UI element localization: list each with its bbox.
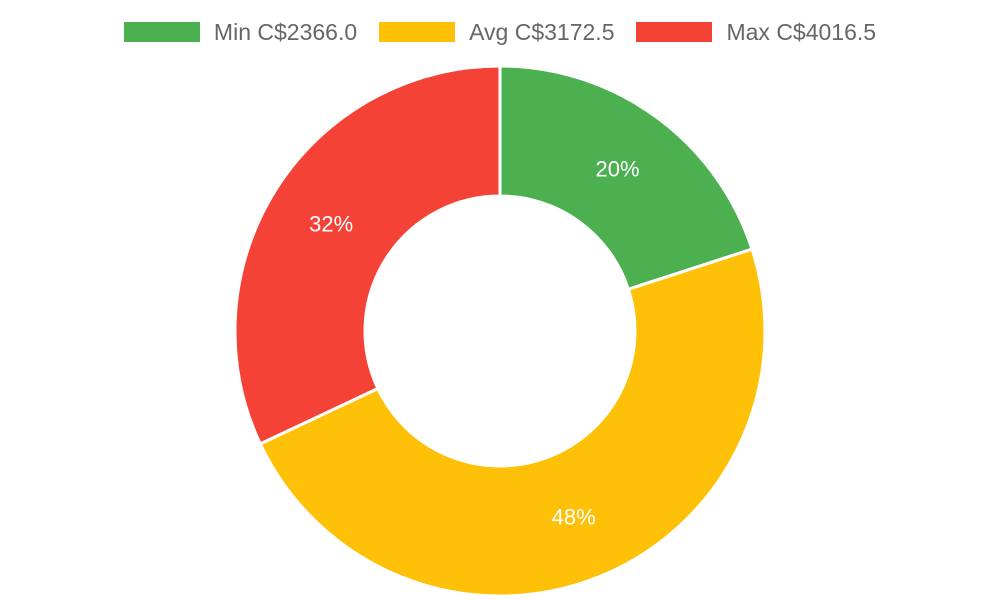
legend-swatch-min xyxy=(123,22,200,42)
legend-label-min: Min C$2366.0 xyxy=(213,18,358,45)
legend-swatch-max xyxy=(636,22,713,42)
slice-min[interactable] xyxy=(498,64,754,292)
chart-legend: Min C$2366.0 Avg C$3172.5 Max C$4016.5 xyxy=(0,16,1000,48)
legend-label-avg: Avg C$3172.5 xyxy=(469,18,615,45)
slice-avg[interactable] xyxy=(258,247,767,598)
legend-label-max: Max C$4016.5 xyxy=(726,18,877,45)
slice-label-max: 32% xyxy=(309,211,353,236)
slice-label-avg: 48% xyxy=(552,504,596,529)
legend-item-avg[interactable]: Avg C$3172.5 xyxy=(379,19,614,46)
legend-swatch-avg xyxy=(379,22,456,42)
legend-item-max[interactable]: Max C$4016.5 xyxy=(636,19,876,46)
slice-label-min: 20% xyxy=(596,157,640,182)
legend-item-min[interactable]: Min C$2366.0 xyxy=(123,18,358,46)
slice-max[interactable] xyxy=(233,64,502,446)
